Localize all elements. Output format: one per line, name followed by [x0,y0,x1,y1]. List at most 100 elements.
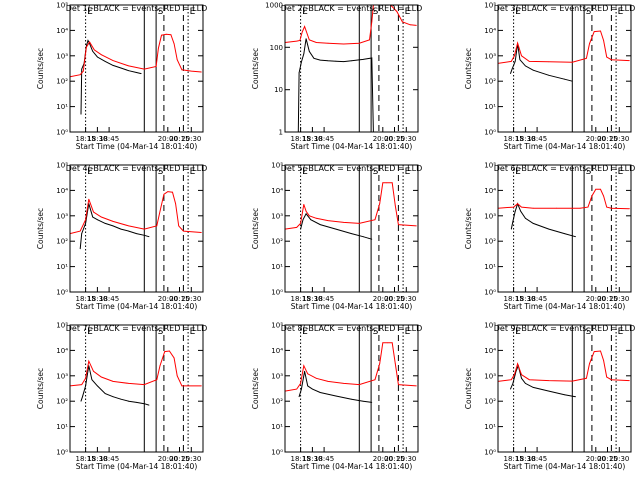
x-tick-label: 18:15 [76,455,96,463]
lld-data-point [600,188,601,190]
events-data-point [319,59,321,61]
y-tick-label: 10 [274,86,283,94]
y-tick-label: 10⁴ [56,27,68,35]
y-tick-label: 10⁵ [484,162,496,170]
x-tick-label: 18:45 [99,455,119,463]
events-data-point [104,393,106,394]
lld-data-point [159,210,161,212]
events-data-point [368,237,370,239]
events-series-line [510,202,576,238]
y-tick-label: 10¹ [56,263,68,271]
lld-data-point [514,374,515,376]
lld-data-point [172,191,173,193]
event-marker-label: E [87,327,93,337]
events-data-point [362,400,364,402]
lld-data-point [173,43,175,45]
y-axis-title: Counts/sec [36,368,45,409]
lld-data-point [163,193,165,195]
x-axis-title: Start Time (04-Mar-14 18:01:40) [76,142,198,151]
lld-data-point [398,384,399,385]
event-marker-label: S [586,327,592,337]
events-data-point [564,233,565,235]
lld-data-point [112,221,114,222]
events-data-point [351,398,352,400]
events-data-point [371,57,373,59]
x-axis-title: Start Time (04-Mar-14 18:01:40) [504,142,626,151]
events-data-point [140,73,142,74]
lld-data-point [308,215,310,217]
x-tick-label: 20:15 [597,455,617,463]
y-tick-label: 10⁴ [484,187,496,195]
events-data-point [85,385,86,387]
lld-data-point [382,182,384,184]
x-tick-label: 20:15 [169,135,189,143]
lld-data-point [391,182,393,184]
y-tick-label: 10¹ [56,103,68,111]
y-tick-label: 10² [56,78,68,86]
lld-data-point [517,42,518,44]
events-data-point [301,388,302,390]
lld-data-point [327,220,329,222]
lld-data-point [606,376,608,378]
lld-data-point [416,225,417,227]
lld-data-point [595,188,597,190]
panel-title: Det 2(-BLACK = Events, RED = LLD [281,4,422,13]
events-data-point [520,210,522,212]
lld-data-point [112,381,114,382]
lld-data-point [327,381,329,382]
y-axis-title: Counts/sec [251,208,260,249]
events-data-point [308,51,310,52]
y-tick-label: 10⁴ [271,187,283,195]
lld-data-point [300,383,301,384]
x-tick-label: 18:15 [291,295,311,303]
y-tick-label: 10¹ [56,423,68,431]
lld-data-point [307,373,309,375]
y-tick-label: 10⁵ [271,322,283,330]
x-tick-label: 20:30 [609,295,629,303]
events-data-point [312,388,313,390]
lld-data-point [169,350,170,352]
lld-data-point [606,206,608,208]
y-tick-label: 1 [279,129,283,137]
lld-data-point [181,385,183,387]
events-data-point [351,60,352,62]
events-data-point [303,53,305,55]
lld-data-point [305,210,307,212]
events-data-point [512,221,514,222]
x-tick-label: 18:45 [314,455,334,463]
lld-data-point [394,363,396,365]
lld-data-point [517,363,518,365]
lld-data-point [603,195,604,197]
x-tick-label: 18:15 [76,135,96,143]
events-data-point [514,210,516,212]
events-data-point [327,60,329,62]
event-marker-label: S [373,7,379,17]
lld-data-point [521,55,522,57]
events-data-point [128,230,130,232]
lld-data-point [159,365,161,367]
y-tick-label: 10² [271,398,283,406]
lld-data-point [611,207,612,209]
x-tick-label: 20:00 [158,455,178,463]
x-tick-label: 18:45 [99,135,119,143]
y-tick-label: 10² [56,238,68,246]
lld-data-point [571,380,573,382]
y-axis-title: Counts/sec [36,48,45,89]
events-data-point [335,60,337,62]
events-data-point [548,74,550,76]
events-series-line [300,212,372,240]
lld-data-point [593,31,595,32]
plot-frame [284,4,419,133]
events-data-point [92,50,94,52]
lld-data-point [128,225,130,227]
y-tick-label: 10² [484,78,496,86]
events-data-point [351,233,352,235]
event-marker-label: S [158,167,164,177]
y-tick-label: 10² [56,398,68,406]
events-data-point [128,70,130,72]
lld-data-point [593,351,595,352]
event-marker-label: E [515,7,521,17]
lld-data-point [303,365,305,367]
events-data-point [300,228,301,230]
